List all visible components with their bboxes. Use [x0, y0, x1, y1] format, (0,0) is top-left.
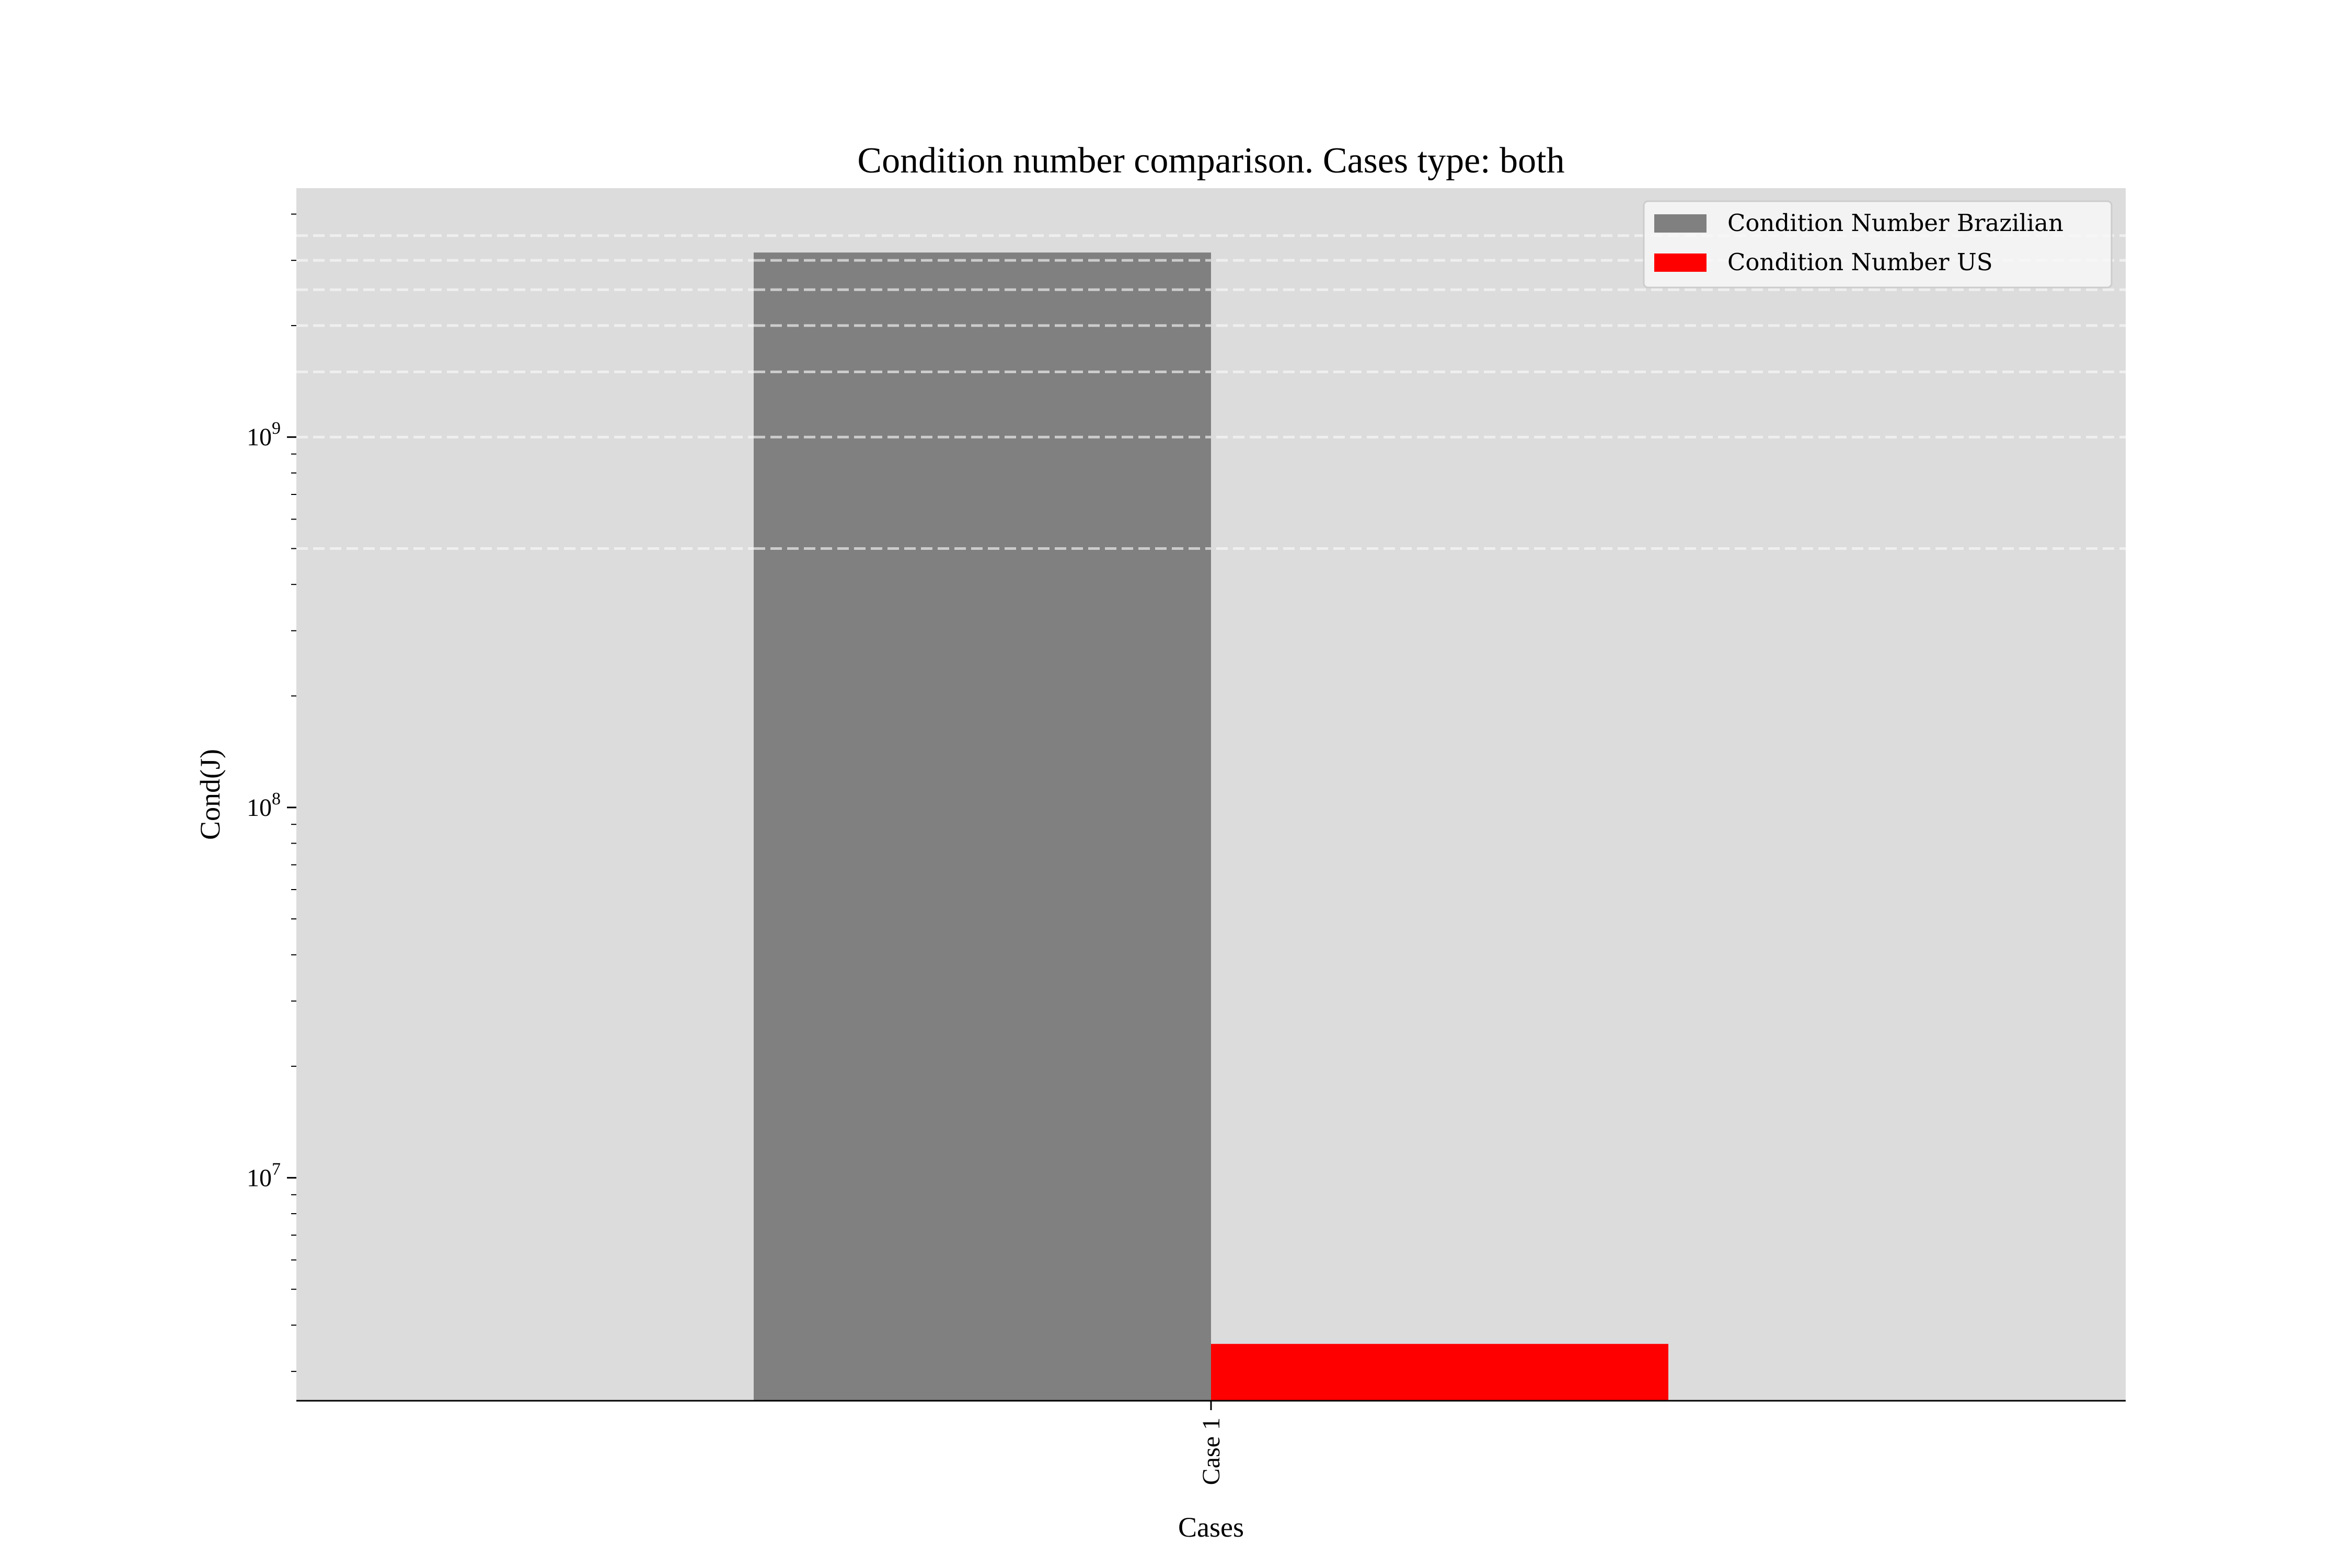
y-tick-label: 107	[247, 1159, 281, 1192]
legend-swatch-brazilian	[1654, 214, 1707, 233]
x-tick-label: Case 1	[1197, 1417, 1225, 1485]
x-axis-label: Cases	[1178, 1512, 1244, 1543]
bar-brazilian-0	[754, 252, 1211, 1401]
y-axis-label: Cond(J)	[194, 749, 226, 840]
bar-us-0	[1211, 1344, 1668, 1401]
grid-lines-over-bars	[754, 259, 1211, 550]
y-tick-label: 109	[247, 419, 281, 451]
y-tick-label: 108	[247, 789, 281, 822]
legend-box	[1643, 200, 2113, 289]
legend: Condition Number Brazilian Condition Num…	[1643, 200, 2113, 289]
x-axis-ticks: Case 1	[1197, 1401, 1225, 1485]
legend-label-brazilian: Condition Number Brazilian	[1727, 209, 2063, 237]
y-axis-ticks: 107 108 109	[247, 213, 296, 1372]
chart-title: Condition number comparison. Cases type:…	[857, 141, 1564, 181]
bars	[754, 252, 1668, 1401]
legend-swatch-us	[1654, 253, 1707, 272]
legend-label-us: Condition Number US	[1727, 248, 1993, 276]
